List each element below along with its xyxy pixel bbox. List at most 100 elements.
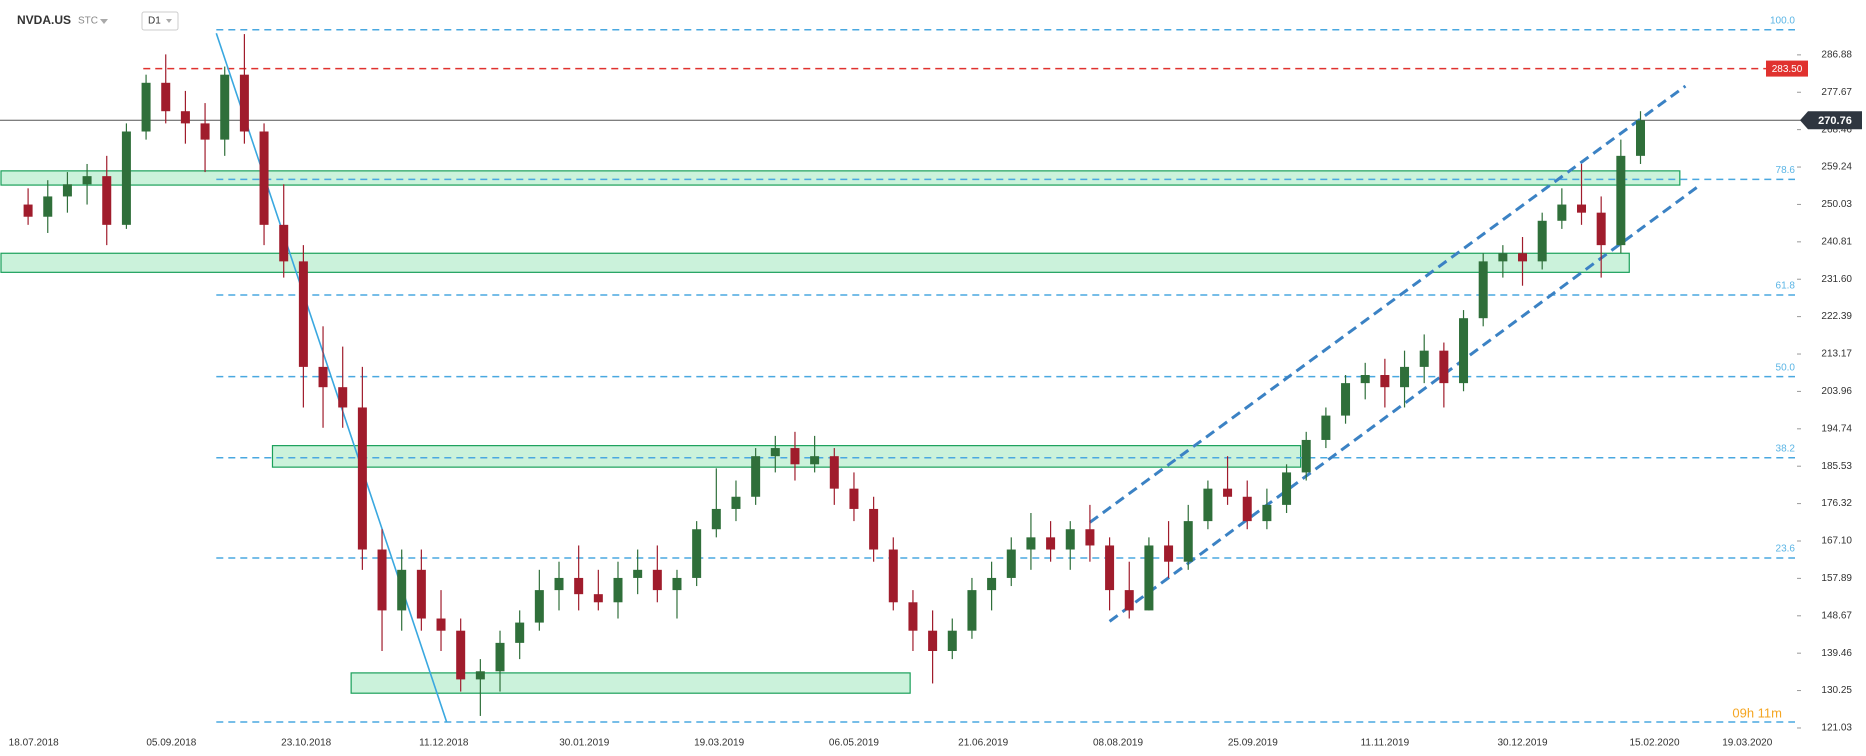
candle-body [1636,120,1646,156]
candle-body [967,590,977,631]
candle-body [1439,350,1449,384]
candle-body [1223,488,1233,497]
candle-body [1557,204,1567,221]
candle-body [849,488,859,509]
trendline [215,33,448,723]
candle-body [790,448,800,465]
candle-body [82,176,92,185]
support-zone [271,445,1302,468]
candle-body [1518,253,1528,262]
dropdown-arrow[interactable] [166,19,172,23]
y-tick-label: 203.96 [1821,386,1852,397]
x-tick-label: 11.12.2018 [419,738,469,749]
candle-body [1478,261,1488,319]
candle-body [1321,415,1331,440]
y-tick-label: 139.46 [1821,648,1852,659]
candle-body [318,366,328,388]
candle-body [652,569,662,591]
fib-level-label: 23.6 [1776,544,1796,555]
y-tick-label: 167.10 [1821,536,1852,547]
x-tick-label: 19.03.2020 [1722,738,1772,749]
x-tick-label: 08.08.2019 [1093,738,1143,749]
y-tick-label: 185.53 [1821,461,1852,472]
candle-body [416,569,426,619]
y-tick-label: 286.88 [1821,50,1852,61]
candle-body [1400,366,1410,388]
x-tick-label: 25.09.2019 [1228,738,1278,749]
candle-body [220,74,230,140]
candle-body [515,622,525,643]
fib-level-label: 61.8 [1776,281,1796,292]
candle-body [1616,155,1626,246]
alert-label: 283.50 [1772,64,1803,75]
candle-body [1419,350,1429,367]
candle-body [1203,488,1213,522]
candle-body [574,577,584,595]
trendline [1108,186,1698,623]
y-tick-label: 130.25 [1821,685,1852,696]
candle-body [279,224,289,262]
candle-body [1577,204,1587,213]
candle-body [436,618,446,631]
candle-body [534,590,544,623]
candle-body [1537,220,1547,262]
source[interactable]: STC [78,16,98,27]
alert-label-box [1766,60,1808,77]
candle-body [633,569,643,578]
y-tick-label: 121.03 [1821,723,1852,734]
candle-body [1164,545,1174,562]
x-tick-label: 15.02.2020 [1630,738,1680,749]
dropdown-arrow[interactable] [100,19,108,24]
candle-body [731,496,741,509]
candle-body [1046,537,1056,550]
y-tick-label: 176.32 [1821,498,1852,509]
countdown: 09h 11m [1732,705,1782,720]
candle-body [751,456,761,497]
candle-body [475,671,485,680]
x-tick-label: 21.06.2019 [958,738,1008,749]
candle-body [259,131,269,225]
x-tick-label: 30.01.2019 [559,738,609,749]
y-tick-label: 157.89 [1821,573,1852,584]
candle-body [554,577,564,591]
candle-body [1183,521,1193,562]
x-tick-label: 18.07.2018 [9,738,59,749]
x-tick-label: 30.12.2019 [1497,738,1547,749]
candle-body [200,123,210,140]
candle-body [397,569,407,611]
candle-body [947,630,957,651]
trendline [1089,84,1687,524]
y-tick-label: 250.03 [1821,199,1852,210]
y-tick-label: 222.39 [1821,311,1852,322]
candle-body [239,74,249,132]
x-tick-label: 11.11.2019 [1361,738,1410,749]
fib-level-label: 78.6 [1776,165,1796,176]
candle-body [888,549,898,603]
candle-body [1262,504,1272,522]
candle-body [357,407,367,550]
candle-body [1596,212,1606,246]
candle-body [1085,529,1095,546]
candle-body [495,642,505,672]
candle-body [1026,537,1036,550]
candle-body [141,82,151,132]
support-zone [0,252,1630,273]
y-tick-label: 268.46 [1821,124,1852,135]
x-tick-label: 05.09.2018 [146,738,196,749]
candle-body [180,111,190,124]
interval-box[interactable] [141,11,179,31]
candle-body [62,184,72,197]
x-tick-label: 06.05.2019 [829,738,879,749]
fib-level-label: 50.0 [1776,362,1796,373]
interval[interactable]: D1 [148,16,161,27]
candle-body [1124,590,1134,611]
candle-body [1380,375,1390,388]
candle-body [672,577,682,591]
y-tick-label: 148.67 [1821,610,1852,621]
candle-body [1242,496,1252,522]
fib-level-label: 100.0 [1770,15,1795,26]
candle-body [1144,545,1154,611]
candle-body [593,594,603,603]
last-price-label: 270.76 [1818,115,1852,127]
